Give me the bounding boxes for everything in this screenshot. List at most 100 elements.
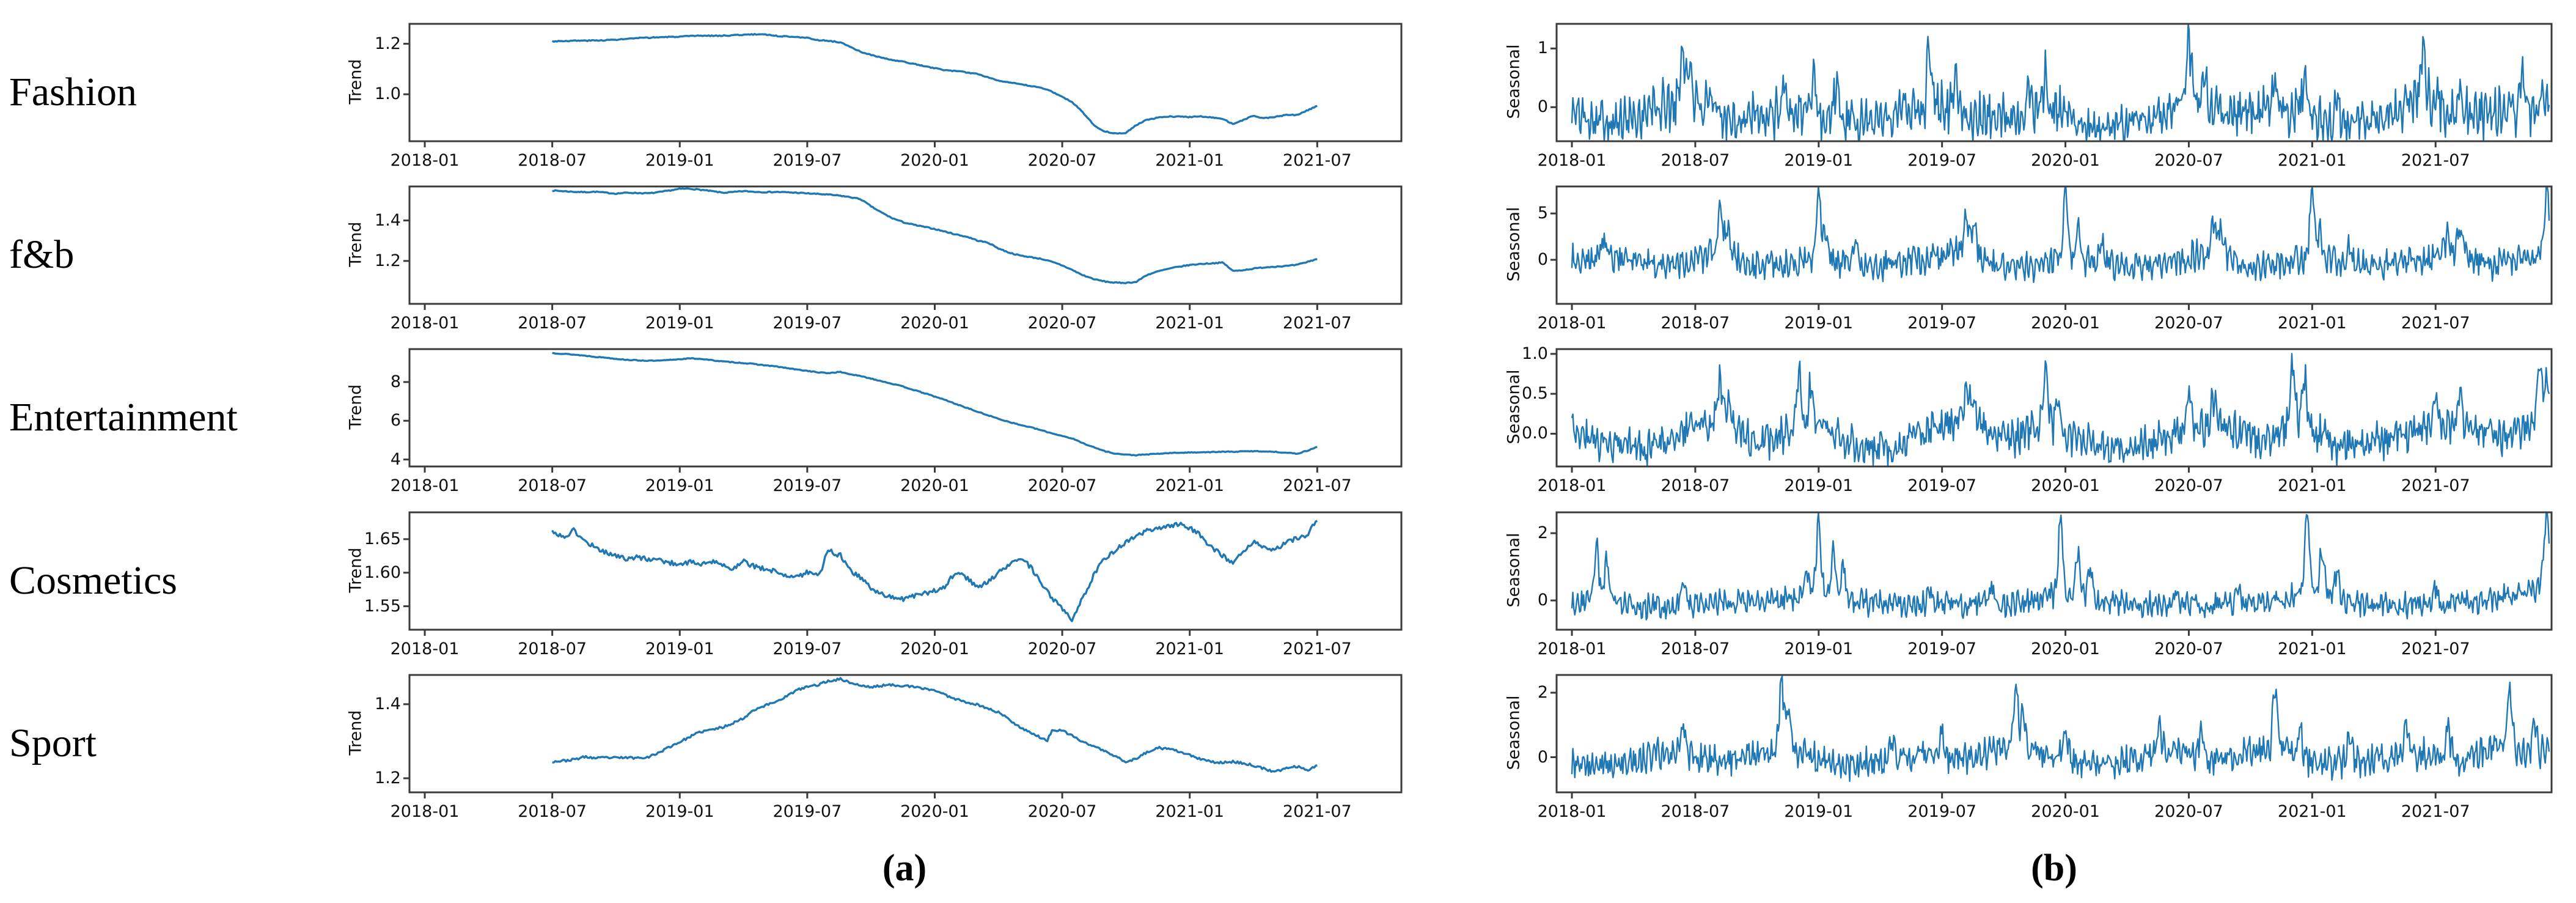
y-tick-label: 0	[1537, 747, 1548, 767]
x-tick-label: 2021-07	[1282, 314, 1352, 333]
y-tick-label: 1.4	[375, 694, 401, 713]
x-tick-label: 2019-01	[645, 314, 714, 333]
x-tick-label: 2019-07	[772, 802, 842, 821]
seasonal-line	[1571, 676, 2550, 782]
plot-border	[408, 185, 1403, 305]
trend-line	[551, 520, 1318, 622]
y-axis-label-seasonal: Seasonal	[1504, 369, 1524, 444]
x-tick-label: 2018-07	[518, 476, 587, 495]
x-tick-label: 2018-07	[518, 802, 587, 821]
x-tick-label: 2020-01	[2031, 151, 2100, 170]
x-tick-label: 2020-07	[1027, 151, 1097, 170]
x-tick-label: 2019-07	[1907, 476, 1977, 495]
x-tick-label: 2018-07	[1660, 476, 1730, 495]
x-tick-label: 2019-01	[1784, 639, 1854, 658]
seasonal-line	[1571, 512, 2550, 621]
x-tick-label: 2019-01	[1784, 151, 1854, 170]
y-axis-label-trend: Trend	[346, 547, 365, 593]
x-tick-label: 2018-01	[1537, 476, 1607, 495]
fashion-trend-chart	[403, 23, 1403, 147]
category-label-entertainment: Entertainment	[9, 395, 238, 440]
x-tick-label: 2020-01	[2031, 802, 2100, 821]
plot-border	[1555, 23, 2553, 142]
x-tick-label: 2019-01	[645, 476, 714, 495]
plot-border	[408, 348, 1403, 468]
x-tick-label: 2021-01	[2277, 151, 2347, 170]
y-tick-label: 0	[1537, 97, 1548, 117]
seasonal-line	[1571, 24, 2550, 141]
x-tick-label: 2020-07	[1027, 314, 1097, 333]
plot-border	[408, 511, 1403, 631]
y-axis-label-seasonal: Seasonal	[1504, 207, 1524, 282]
caption-panel-b: (b)	[2031, 847, 2077, 889]
y-tick-label: 1.0	[375, 84, 401, 104]
y-tick-label: 1	[1537, 39, 1548, 58]
x-tick-label: 2021-01	[1155, 639, 1225, 658]
x-tick-label: 2020-07	[2154, 802, 2223, 821]
y-tick-label: 0	[1537, 591, 1548, 610]
trend-line	[551, 32, 1318, 135]
cosmetics-seasonal-chart	[1550, 511, 2553, 636]
x-tick-label: 2020-07	[1027, 802, 1097, 821]
x-tick-label: 2019-01	[645, 802, 714, 821]
x-tick-label: 2018-07	[1660, 802, 1730, 821]
x-tick-label: 2020-07	[2154, 151, 2223, 170]
plot-border	[1555, 348, 2553, 468]
entertainment-seasonal-chart	[1550, 348, 2553, 473]
x-tick-label: 2018-01	[390, 802, 460, 821]
trend-line	[552, 352, 1318, 457]
x-tick-label: 2019-07	[772, 151, 842, 170]
y-tick-label: 1.2	[375, 34, 401, 53]
x-tick-label: 2020-01	[2031, 314, 2100, 333]
x-tick-label: 2018-01	[390, 476, 460, 495]
x-tick-label: 2020-07	[2154, 639, 2223, 658]
x-tick-label: 2020-07	[2154, 476, 2223, 495]
category-label-fashion: Fashion	[9, 70, 138, 114]
x-tick-label: 2021-01	[1155, 314, 1225, 333]
x-tick-label: 2019-07	[1907, 639, 1977, 658]
category-label-f-b: f&b	[9, 232, 75, 277]
plot-border	[408, 23, 1403, 142]
x-tick-label: 2019-07	[772, 476, 842, 495]
category-label-cosmetics: Cosmetics	[9, 558, 177, 603]
x-tick-label: 2020-07	[1027, 639, 1097, 658]
y-axis-label-trend: Trend	[346, 59, 365, 105]
x-tick-label: 2020-01	[900, 151, 969, 170]
x-tick-label: 2021-07	[1282, 639, 1352, 658]
y-tick-label: 8	[390, 372, 401, 391]
trend-line	[552, 677, 1318, 773]
x-tick-label: 2019-07	[1907, 314, 1977, 333]
x-tick-label: 2019-07	[1907, 802, 1977, 821]
plot-border	[408, 674, 1403, 794]
sport-trend-chart	[403, 674, 1403, 798]
y-axis-label-seasonal: Seasonal	[1504, 533, 1524, 608]
y-tick-label: 1.60	[364, 562, 401, 582]
plot-border	[1555, 185, 2553, 305]
y-tick-label: 6	[390, 411, 401, 430]
sport-seasonal-chart	[1550, 674, 2553, 798]
x-tick-label: 2019-01	[645, 151, 714, 170]
y-axis-label-trend: Trend	[346, 710, 365, 756]
y-axis-label-seasonal: Seasonal	[1504, 695, 1524, 770]
x-tick-label: 2019-01	[1784, 476, 1854, 495]
x-tick-label: 2018-07	[518, 151, 587, 170]
x-tick-label: 2021-01	[1155, 802, 1225, 821]
x-tick-label: 2020-01	[2031, 476, 2100, 495]
trend-line	[552, 187, 1318, 284]
x-tick-label: 2019-01	[645, 639, 714, 658]
x-tick-label: 2021-07	[2401, 802, 2470, 821]
x-tick-label: 2018-01	[390, 314, 460, 333]
y-tick-label: 0	[1537, 249, 1548, 269]
x-tick-label: 2021-01	[2277, 802, 2347, 821]
x-tick-label: 2020-01	[2031, 639, 2100, 658]
y-tick-label: 1.4	[375, 210, 401, 230]
x-tick-label: 2021-07	[2401, 151, 2470, 170]
entertainment-trend-chart	[403, 348, 1403, 473]
x-tick-label: 2020-01	[900, 802, 969, 821]
plot-border	[1555, 674, 2553, 794]
x-tick-label: 2021-07	[2401, 639, 2470, 658]
x-tick-label: 2020-01	[900, 314, 969, 333]
x-tick-label: 2021-07	[2401, 476, 2470, 495]
y-tick-label: 2	[1537, 523, 1548, 543]
